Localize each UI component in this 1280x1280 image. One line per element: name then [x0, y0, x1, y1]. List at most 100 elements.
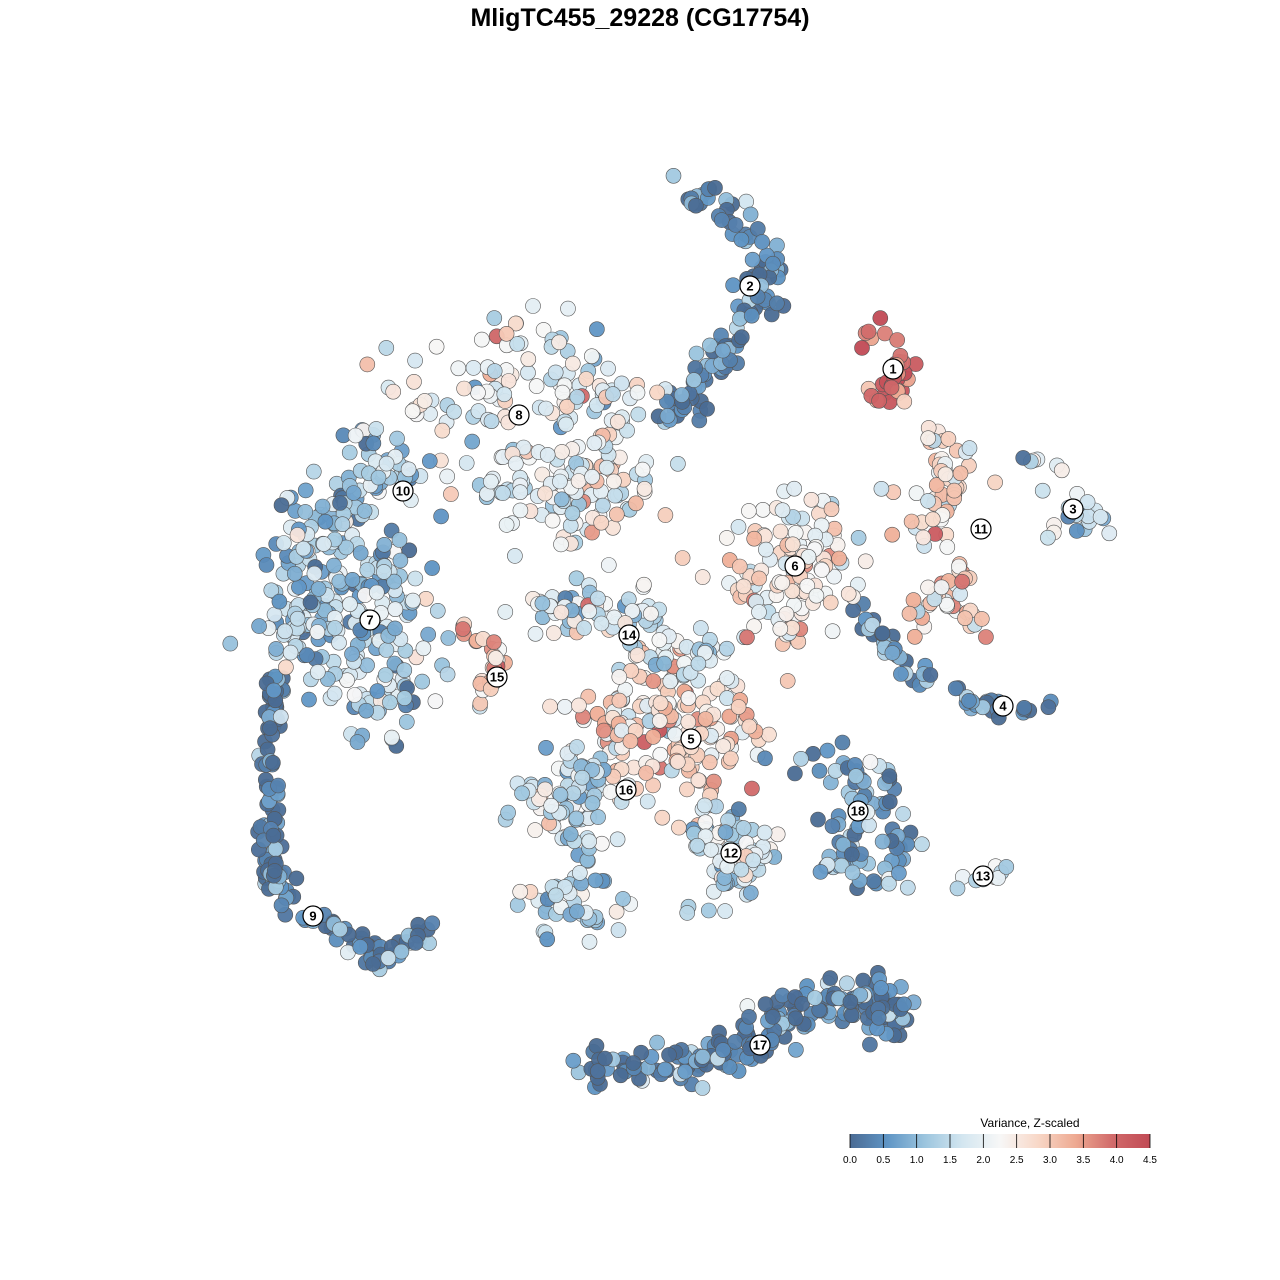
cluster-label-16: 16 [615, 779, 637, 801]
scatter-point-cluster-11 [937, 466, 954, 483]
scatter-point-cluster-2 [691, 412, 708, 429]
scatter-point-cluster-10 [400, 461, 417, 478]
scatter-point-cluster-8 [496, 386, 513, 403]
scatter-point-cluster-8 [483, 473, 499, 490]
scatter-point-cluster-17 [765, 1009, 781, 1025]
legend-tick-label: 1.5 [943, 1155, 957, 1166]
scatter-point-cluster-10 [356, 503, 373, 519]
scatter-point-cluster-16 [512, 883, 529, 900]
scatter-point-cluster-2 [665, 168, 682, 184]
scatter-point-cluster-8 [528, 378, 545, 394]
legend-tick-label: 2.0 [976, 1155, 990, 1166]
scatter-point-cluster-5 [709, 681, 726, 697]
scatter-point-cluster-18 [874, 833, 891, 850]
scatter-point-cluster-16 [574, 769, 591, 786]
cluster-label-9: 9 [302, 905, 324, 927]
scatter-point-cluster-10 [392, 552, 409, 569]
cluster-label-text: 16 [619, 783, 633, 798]
scatter-point-cluster-1 [889, 332, 906, 348]
scatter-point-cluster-12 [745, 852, 762, 869]
scatter-point-cluster-8 [464, 433, 481, 450]
scatter-point-cluster-10 [386, 573, 403, 590]
cluster-label-badge [972, 865, 994, 887]
scatter-point-cluster-14 [643, 605, 659, 622]
scatter-point-cluster-2 [733, 329, 750, 346]
scatter-point-cluster-8 [507, 315, 524, 332]
scatter-point-cluster-8 [434, 422, 451, 439]
cluster-label-badge [302, 905, 324, 927]
scatter-point-cluster-10 [341, 444, 358, 461]
scatter-point-cluster-8 [554, 384, 571, 401]
cluster-label-text: 13 [976, 869, 990, 884]
cluster-label-10: 10 [392, 480, 414, 502]
cluster-label-text: 8 [515, 408, 522, 423]
scatter-point-cluster-8 [446, 403, 462, 420]
cluster-label-text: 9 [309, 909, 316, 924]
scatter-point-cluster-8 [407, 352, 423, 369]
scatter-point-cluster-12 [735, 820, 752, 836]
scatter-point-cluster-6 [800, 548, 817, 565]
scatter-point-cluster-7 [414, 673, 431, 690]
scatter-point-cluster-12 [717, 824, 734, 841]
scatter-point-cluster-9 [393, 943, 410, 960]
scatter-point-cluster-6 [718, 530, 735, 546]
scatter-point-cluster-9 [272, 708, 289, 725]
scatter-point-cluster-5 [638, 765, 654, 781]
scatter-point-cluster-16 [548, 887, 564, 904]
cluster-label-badge [680, 728, 702, 750]
scatter-point-cluster-5 [571, 697, 587, 714]
scatter-point-cluster-2 [699, 401, 715, 417]
scatter-point-cluster-10 [376, 536, 393, 553]
scatter-point-cluster-10 [275, 535, 292, 551]
scatter-point-cluster-2 [707, 180, 723, 196]
scatter-point-cluster-10 [370, 469, 387, 486]
cluster-label-8: 8 [508, 404, 530, 426]
scatter-point-cluster-6 [746, 530, 763, 547]
scatter-point-cluster-9 [273, 897, 290, 914]
scatter-point-cluster-8 [385, 383, 402, 400]
scatter-point-cluster-5 [667, 726, 683, 743]
scatter-point-cluster-17 [715, 1042, 731, 1058]
scatter-point-cluster-8 [670, 455, 686, 472]
scatter-point-cluster-11 [915, 529, 932, 546]
legend-tick-label: 3.5 [1076, 1155, 1090, 1166]
scatter-point-cluster-10 [222, 635, 239, 652]
scatter-point-cluster-5 [654, 809, 671, 826]
scatter-point-cluster-12 [671, 819, 687, 836]
scatter-point-cluster-17 [625, 1055, 642, 1071]
scatter-point-cluster-8 [465, 360, 482, 376]
legend-tick-label: 0.5 [876, 1155, 890, 1166]
scatter-point-cluster-17 [657, 1061, 673, 1078]
scatter-point-cluster-14 [593, 615, 610, 632]
scatter-point-cluster-5 [741, 718, 758, 735]
scatter-point-cluster-10 [299, 647, 315, 663]
scatter-point-cluster-10 [271, 593, 288, 610]
scatter-point-cluster-17 [677, 1063, 693, 1080]
scatter-point-cluster-16 [500, 804, 516, 821]
scatter-point-cluster-10 [297, 504, 314, 520]
scatter-point-cluster-11 [940, 431, 957, 447]
cluster-label-badge [720, 842, 742, 864]
cluster-label-17: 17 [749, 1034, 771, 1056]
scatter-point-cluster-18 [834, 734, 851, 751]
scatter-point-cluster-10 [289, 610, 306, 627]
scatter-point-cluster-18 [865, 873, 882, 890]
scatter-point-cluster-14 [624, 603, 641, 619]
scatter-point-cluster-7 [339, 672, 355, 689]
scatter-point-cluster-8 [509, 336, 526, 352]
cluster-label-badge [882, 358, 904, 380]
cluster-label-badge [1062, 498, 1084, 520]
scatter-point-cluster-8 [416, 393, 433, 409]
scatter-point-cluster-12 [742, 885, 759, 901]
scatter-point-cluster-6 [824, 623, 841, 640]
scatter-point-cluster-5 [722, 750, 739, 767]
scatter-point-cluster-16 [581, 933, 598, 950]
scatter-point-cluster-11 [978, 629, 994, 645]
scatter-point-cluster-8 [584, 524, 600, 541]
scatter-point-cluster-8 [568, 570, 585, 587]
scatter-point-cluster-8 [560, 300, 576, 317]
scatter-point-cluster-2 [714, 342, 731, 359]
cluster-label-text: 2 [746, 279, 753, 294]
scatter-point-cluster-12 [697, 814, 714, 831]
scatter-point-cluster-8 [558, 416, 574, 433]
